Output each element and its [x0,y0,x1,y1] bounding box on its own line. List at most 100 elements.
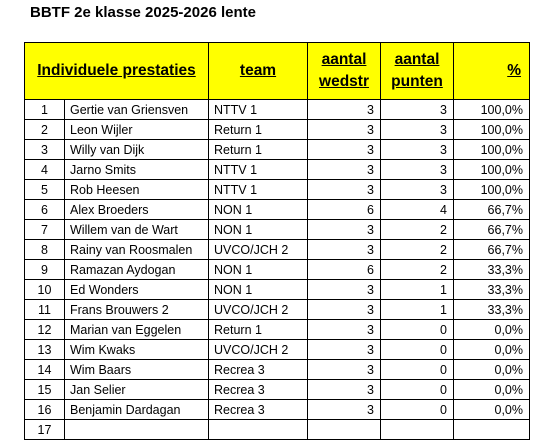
cell-percentage [453,419,530,440]
cell-team: Return 1 [208,319,308,340]
cell-name: Ed Wonders [64,279,209,300]
cell-team: NON 1 [208,259,308,280]
header-team: team [208,42,308,100]
cell-matches: 3 [307,219,381,240]
table-row: 5 Rob Heesen NTTV 1 3 3 100,0% [24,179,530,200]
table-row: 8 Rainy van Roosmalen UVCO/JCH 2 3 2 66,7% [24,239,530,260]
cell-team: UVCO/JCH 2 [208,239,308,260]
cell-points: 3 [380,139,454,160]
table-row: 9 Ramazan Aydogan NON 1 6 2 33,3% [24,259,530,280]
cell-team: Return 1 [208,139,308,160]
cell-name: Leon Wijler [64,119,209,140]
cell-percentage: 0,0% [453,379,530,400]
table-row: 17 [24,419,530,440]
cell-percentage: 33,3% [453,279,530,300]
cell-matches: 6 [307,259,381,280]
cell-points: 2 [380,239,454,260]
cell-name: Wim Kwaks [64,339,209,360]
cell-percentage: 100,0% [453,119,530,140]
header-percentage: % [453,42,530,100]
cell-matches: 3 [307,99,381,120]
cell-rank: 13 [24,339,65,360]
table-row: 4 Jarno Smits NTTV 1 3 3 100,0% [24,159,530,180]
cell-matches: 3 [307,179,381,200]
cell-points: 1 [380,299,454,320]
cell-rank: 9 [24,259,65,280]
header-points: aantal punten [380,42,454,100]
cell-rank: 11 [24,299,65,320]
cell-name: Jan Selier [64,379,209,400]
cell-points: 0 [380,319,454,340]
cell-percentage: 66,7% [453,239,530,260]
cell-matches: 3 [307,339,381,360]
cell-team: NON 1 [208,279,308,300]
cell-name: Willy van Dijk [64,139,209,160]
cell-points: 4 [380,199,454,220]
cell-rank: 16 [24,399,65,420]
cell-points: 0 [380,339,454,360]
cell-matches: 3 [307,299,381,320]
cell-percentage: 66,7% [453,219,530,240]
cell-matches: 3 [307,139,381,160]
cell-matches: 3 [307,119,381,140]
cell-points: 0 [380,359,454,380]
cell-rank: 7 [24,219,65,240]
cell-name: Ramazan Aydogan [64,259,209,280]
cell-rank: 8 [24,239,65,260]
header-matches: aantal wedstr [307,42,381,100]
cell-percentage: 66,7% [453,199,530,220]
cell-points: 1 [380,279,454,300]
cell-team: UVCO/JCH 2 [208,299,308,320]
table-row: 11 Frans Brouwers 2 UVCO/JCH 2 3 1 33,3% [24,299,530,320]
cell-percentage: 100,0% [453,139,530,160]
cell-rank: 17 [24,419,65,440]
cell-percentage: 33,3% [453,299,530,320]
cell-matches: 6 [307,199,381,220]
cell-rank: 10 [24,279,65,300]
cell-matches: 3 [307,239,381,260]
cell-rank: 6 [24,199,65,220]
table-row: 15 Jan Selier Recrea 3 3 0 0,0% [24,379,530,400]
table-row: 3 Willy van Dijk Return 1 3 3 100,0% [24,139,530,160]
cell-percentage: 100,0% [453,99,530,120]
cell-team: NTTV 1 [208,99,308,120]
cell-name: Alex Broeders [64,199,209,220]
cell-rank: 5 [24,179,65,200]
cell-team: NTTV 1 [208,179,308,200]
cell-team: UVCO/JCH 2 [208,339,308,360]
cell-points: 3 [380,99,454,120]
cell-percentage: 0,0% [453,359,530,380]
cell-team: NON 1 [208,219,308,240]
cell-percentage: 100,0% [453,179,530,200]
table-row: 1 Gertie van Griensven NTTV 1 3 3 100,0% [24,99,530,120]
table-row: 10 Ed Wonders NON 1 3 1 33,3% [24,279,530,300]
table-row: 7 Willem van de Wart NON 1 3 2 66,7% [24,219,530,240]
cell-matches: 3 [307,399,381,420]
cell-name: Willem van de Wart [64,219,209,240]
cell-points: 3 [380,119,454,140]
cell-team: NON 1 [208,199,308,220]
cell-rank: 4 [24,159,65,180]
table-row: 14 Wim Baars Recrea 3 3 0 0,0% [24,359,530,380]
cell-name: Gertie van Griensven [64,99,209,120]
cell-points: 3 [380,179,454,200]
cell-percentage: 0,0% [453,339,530,360]
page-title: BBTF 2e klasse 2025-2026 lente [30,4,256,21]
cell-percentage: 0,0% [453,319,530,340]
cell-rank: 3 [24,139,65,160]
cell-name: Marian van Eggelen [64,319,209,340]
results-table: Individuele prestaties team aantal wedstr… [24,42,530,440]
header-row: Individuele prestaties team aantal wedstr… [24,42,530,100]
cell-name: Rob Heesen [64,179,209,200]
cell-name: Frans Brouwers 2 [64,299,209,320]
cell-matches: 3 [307,359,381,380]
cell-matches: 3 [307,379,381,400]
header-individual: Individuele prestaties [24,42,209,100]
cell-rank: 15 [24,379,65,400]
cell-percentage: 0,0% [453,399,530,420]
cell-rank: 12 [24,319,65,340]
cell-name: Wim Baars [64,359,209,380]
cell-points: 2 [380,219,454,240]
cell-team: NTTV 1 [208,159,308,180]
cell-matches [307,419,381,440]
